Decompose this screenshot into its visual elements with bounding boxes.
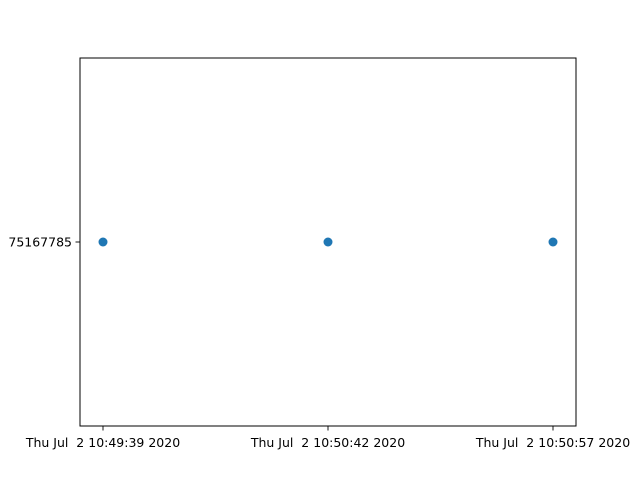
x-tick-label: Thu Jul 2 10:50:57 2020 [475, 435, 630, 450]
plot-area: Thu Jul 2 10:49:39 2020 Thu Jul 2 10:50:4… [8, 57, 630, 450]
data-point [98, 237, 108, 247]
x-tick-label: Thu Jul 2 10:49:39 2020 [25, 435, 180, 450]
data-point [548, 237, 558, 247]
data-point [323, 237, 333, 247]
y-tick-label: 75167785 [8, 235, 72, 250]
x-tick-label: Thu Jul 2 10:50:42 2020 [250, 435, 405, 450]
